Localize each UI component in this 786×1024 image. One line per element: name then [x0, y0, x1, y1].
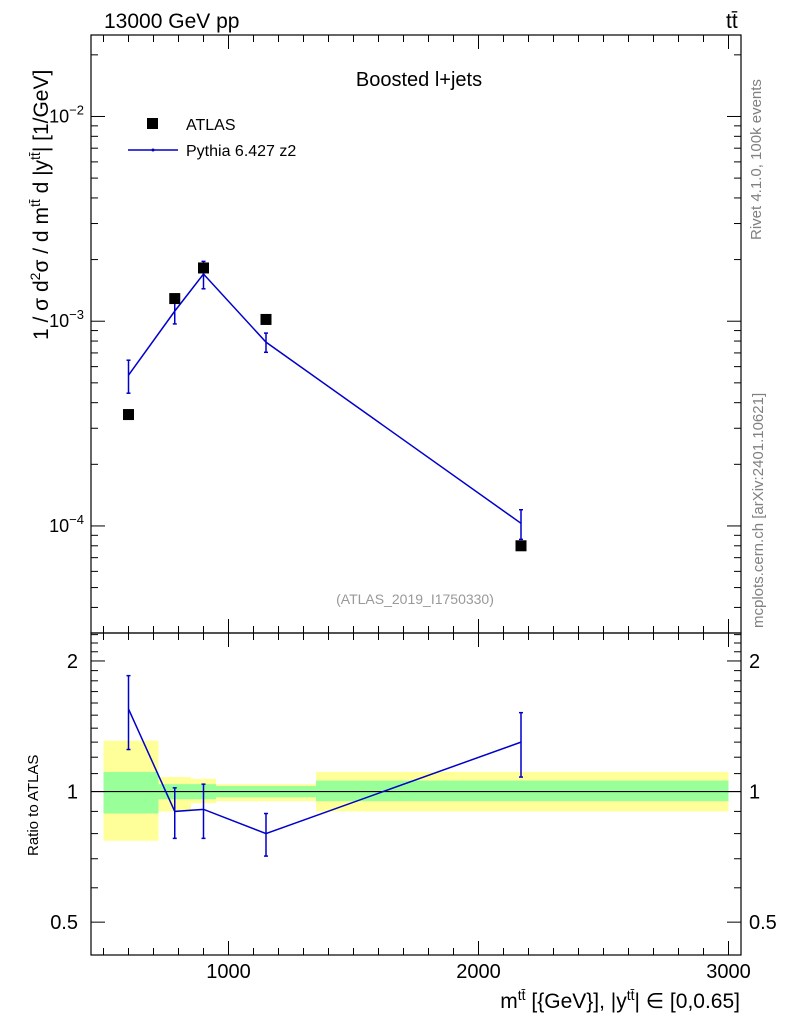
analysis-label: (ATLAS_2019_I1750330) — [336, 591, 494, 607]
atlas-marker — [515, 540, 527, 552]
band-inner-segment — [103, 771, 159, 814]
energy-label: 13000 GeV pp — [104, 10, 239, 33]
process-label: tt̄ — [726, 10, 738, 33]
atlas-marker — [260, 313, 272, 325]
ratio-y-tick-label-right: 2 — [749, 651, 760, 673]
main-y-tick-label: 10−3 — [49, 307, 84, 331]
ratio-y-tick-label-right: 0.5 — [749, 912, 777, 934]
x-axis-label: mtt̄ [{GeV}], |ytt̄| ∈ [0,0.65] — [500, 987, 740, 1013]
legend-atlas-marker — [147, 118, 158, 129]
mcplots-label: mcplots.cern.ch [arXiv:2401.10621] — [750, 393, 767, 628]
rivet-label: Rivet 4.1.0, 100k events — [748, 79, 765, 240]
ratio-y-tick-label: 2 — [67, 651, 78, 673]
main-y-tick-label: 10−2 — [49, 102, 84, 126]
legend-atlas-label: ATLAS — [186, 117, 236, 134]
ratio-y-tick-label-right: 1 — [749, 782, 760, 804]
atlas-marker — [169, 293, 181, 305]
ratio-pythia-line — [127, 708, 522, 835]
plot-title: Boosted l+jets — [356, 69, 482, 91]
ratio-y-axis-label: Ratio to ATLAS — [25, 755, 42, 856]
ratio-panel: Ratio to ATLAS mtt̄ [{GeV}], |ytt̄| ∈ [0… — [25, 632, 777, 1013]
ratio-y-tick-label: 1 — [67, 782, 78, 804]
x-tick-label: 2000 — [456, 961, 501, 983]
main-y-tick-label: 10−4 — [49, 512, 84, 536]
svg-text:mtt̄ [{GeV}], |ytt̄| ∈ [0,0.65: mtt̄ [{GeV}], |ytt̄| ∈ [0,0.65] — [500, 987, 740, 1013]
legend: ATLAS Pythia 6.427 z2 — [128, 117, 296, 160]
main-panel: Boosted l+jets (ATLAS_2019_I1750330) 1 /… — [27, 34, 742, 634]
legend-pythia-label: Pythia 6.427 z2 — [186, 143, 296, 160]
x-tick-label: 3000 — [706, 961, 751, 983]
atlas-marker — [123, 409, 134, 421]
atlas-marker — [198, 262, 209, 274]
band-inner-segment — [316, 780, 729, 802]
ratio-y-tick-label: 0.5 — [50, 912, 78, 934]
ratio-frame — [90, 632, 742, 956]
x-tick-label: 1000 — [206, 961, 251, 983]
pythia-line — [127, 272, 522, 524]
legend-pythia-dot — [151, 148, 155, 152]
